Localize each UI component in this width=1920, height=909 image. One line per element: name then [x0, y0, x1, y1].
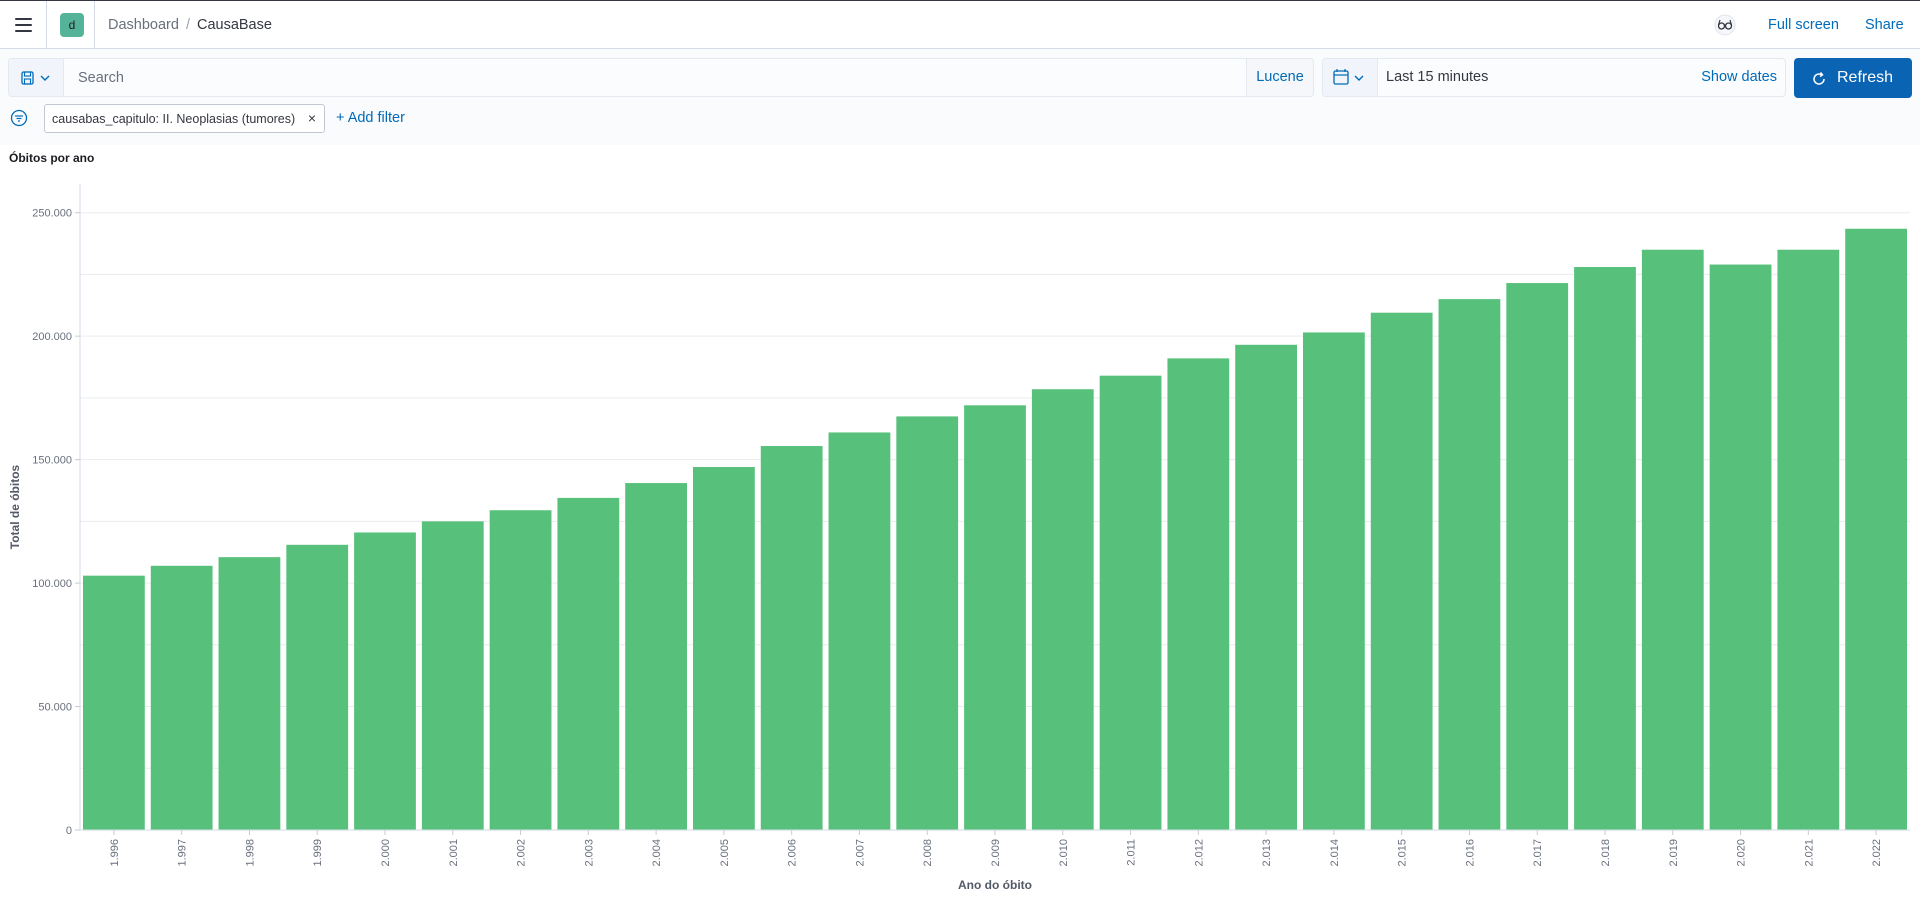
remove-filter-icon[interactable]: ×: [307, 110, 316, 126]
bar-2.002[interactable]: [489, 510, 552, 830]
saved-query-button[interactable]: [9, 59, 64, 96]
bar-1.996[interactable]: [83, 575, 145, 830]
search-group: Lucene: [8, 58, 1314, 97]
bar-2.017[interactable]: [1506, 283, 1569, 830]
bar-1.998[interactable]: [218, 557, 281, 830]
breadcrumb: Dashboard / CausaBase: [108, 17, 272, 33]
x-tick-label: 2.013: [1261, 839, 1273, 867]
date-picker: Last 15 minutes Show dates: [1322, 58, 1786, 97]
bar-2.000[interactable]: [354, 532, 416, 830]
x-tick-label: 2.001: [448, 839, 460, 867]
bar-2.021[interactable]: [1777, 249, 1840, 830]
breadcrumb-dashboard[interactable]: Dashboard: [108, 17, 179, 33]
save-icon: [21, 71, 50, 85]
x-axis-title: Ano do óbito: [958, 878, 1032, 892]
x-tick-label: 2.016: [1464, 839, 1476, 867]
y-tick-label: 50.000: [38, 702, 72, 714]
header-divider: [46, 1, 47, 49]
bar-1.999[interactable]: [286, 544, 349, 830]
x-tick-label: 2.008: [922, 839, 934, 867]
x-tick-label: 2.014: [1329, 839, 1341, 867]
full-screen-link[interactable]: Full screen: [1768, 17, 1839, 33]
x-tick-label: 2.002: [516, 839, 528, 867]
y-tick-label: 250.000: [32, 208, 72, 220]
x-tick-label: 2.011: [1126, 839, 1138, 866]
bar-2.014[interactable]: [1303, 332, 1365, 830]
bar-2.010[interactable]: [1031, 389, 1094, 830]
y-tick-label: 0: [66, 825, 72, 837]
y-tick-label: 100.000: [32, 578, 72, 590]
x-tick-label: 2.017: [1532, 839, 1544, 867]
x-tick-label: 1.998: [244, 839, 256, 867]
bar-2.015[interactable]: [1370, 312, 1433, 830]
x-tick-label: 2.018: [1600, 839, 1612, 867]
bar-1.997[interactable]: [150, 565, 213, 830]
search-input[interactable]: [64, 59, 1254, 96]
x-tick-label: 2.010: [1058, 839, 1070, 867]
header-divider: [94, 1, 95, 49]
bar-2.004[interactable]: [625, 483, 687, 830]
space-avatar[interactable]: d: [60, 13, 84, 37]
bar-2.003[interactable]: [557, 497, 620, 830]
breadcrumb-current: CausaBase: [196, 17, 272, 33]
bar-2.018[interactable]: [1574, 267, 1636, 830]
x-tick-label: 2.007: [854, 839, 866, 867]
bar-2.006[interactable]: [760, 446, 823, 830]
x-tick-label: 2.015: [1397, 839, 1409, 867]
query-language-button[interactable]: Lucene: [1246, 59, 1313, 96]
refresh-label: Refresh: [1837, 69, 1894, 86]
refresh-icon: [1813, 72, 1825, 85]
bar-2.001[interactable]: [421, 521, 484, 830]
bar-2.022[interactable]: [1845, 228, 1907, 830]
bar-2.019[interactable]: [1641, 249, 1704, 830]
show-dates-button[interactable]: Show dates: [1701, 69, 1777, 85]
x-tick-label: 2.005: [719, 839, 731, 867]
top-header: d Dashboard / CausaBase Full screen Share: [0, 0, 1920, 49]
date-quick-menu-button[interactable]: [1323, 59, 1378, 96]
y-tick-label: 200.000: [32, 331, 72, 343]
x-tick-label: 2.004: [651, 839, 663, 867]
bar-2.005[interactable]: [693, 467, 755, 830]
bar-2.008[interactable]: [896, 416, 959, 830]
filter-row: causabas_capitulo: II. Neoplasias (tumor…: [0, 99, 1920, 145]
bar-2.011[interactable]: [1099, 375, 1162, 830]
x-tick-label: 2.019: [1668, 839, 1680, 867]
y-tick-label: 150.000: [32, 455, 72, 467]
filter-menu-icon[interactable]: [10, 109, 28, 127]
add-filter-button[interactable]: + Add filter: [336, 110, 405, 126]
date-range-text[interactable]: Last 15 minutes: [1386, 69, 1489, 85]
share-link[interactable]: Share: [1865, 17, 1904, 33]
x-tick-label: 2.020: [1736, 839, 1748, 867]
x-tick-label: 2.022: [1871, 839, 1883, 867]
x-tick-label: 1.996: [109, 839, 121, 867]
x-tick-label: 2.006: [787, 839, 799, 867]
bar-2.012[interactable]: [1167, 358, 1230, 830]
x-tick-label: 1.999: [312, 839, 324, 867]
panel-title: Óbitos por ano: [9, 151, 95, 165]
x-tick-label: 2.003: [583, 839, 595, 867]
refresh-button[interactable]: Refresh: [1794, 58, 1912, 98]
bar-2.007[interactable]: [828, 432, 891, 830]
filter-pill[interactable]: causabas_capitulo: II. Neoplasias (tumor…: [44, 104, 325, 133]
bar-2.009[interactable]: [964, 405, 1026, 830]
help-glasses-icon[interactable]: [1714, 14, 1736, 36]
bar-chart: 0 50.000 100.000 150.000 200.000 250.000 1.996…: [8, 184, 1910, 892]
breadcrumb-separator: /: [185, 17, 190, 33]
menu-icon[interactable]: [13, 14, 35, 36]
x-tick-label: 2.012: [1193, 839, 1205, 867]
filter-pill-label: causabas_capitulo: II. Neoplasias (tumor…: [52, 112, 296, 126]
x-tick-label: 1.997: [177, 839, 189, 867]
x-tick-label: 2.021: [1803, 839, 1815, 867]
x-tick-label: 2.000: [380, 839, 392, 867]
y-axis-title: Total de óbitos: [8, 464, 22, 549]
x-tick-label: 2.009: [990, 839, 1002, 867]
bar-2.013[interactable]: [1235, 344, 1297, 830]
bar-2.016[interactable]: [1438, 299, 1501, 831]
calendar-icon: [1333, 69, 1364, 85]
query-bar: Lucene Last 15 minutes Show dates Refres…: [0, 49, 1920, 99]
bar-2.020[interactable]: [1709, 264, 1772, 830]
